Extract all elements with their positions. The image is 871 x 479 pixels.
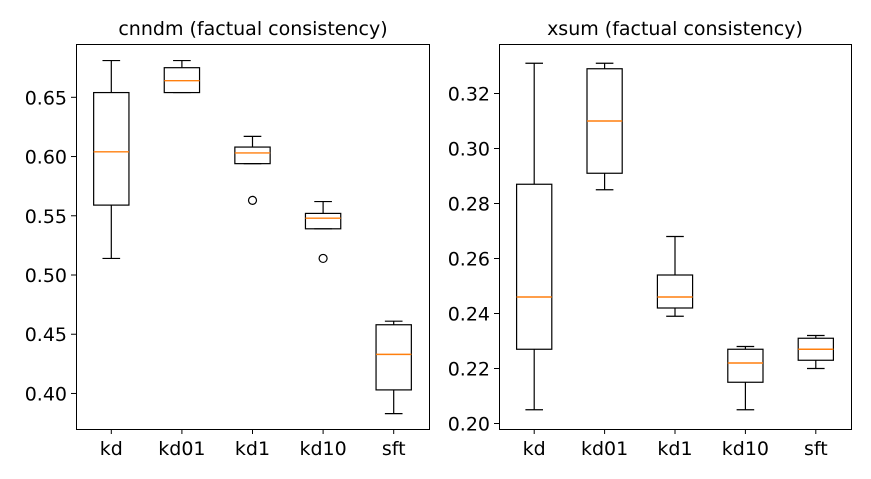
cnndm-ytick-label: 0.40 xyxy=(25,383,67,405)
cnndm-plot-area: 0.40 0.45 0.50 0.55 0.60 0.65 kd kd01 kd1 kd10 sft xyxy=(25,59,412,460)
xsum-xtick-label-kd1: kd1 xyxy=(657,438,692,460)
cnndm-axes-frame xyxy=(76,44,430,430)
outlier-point xyxy=(247,195,258,205)
xsum-box-kd10 xyxy=(727,345,764,411)
cnndm-xtick-label-sft: sft xyxy=(382,438,406,460)
iqr-box xyxy=(515,183,553,350)
xsum-xtick-label-sft: sft xyxy=(804,438,828,460)
xsum-ytick-label: 0.30 xyxy=(448,139,490,161)
iqr-box xyxy=(234,146,271,165)
cnndm-ytick-label: 0.55 xyxy=(25,206,67,228)
xsum-ytick-label: 0.20 xyxy=(448,414,490,436)
cnndm-ytick-label: 0.65 xyxy=(25,87,67,109)
cnndm-ytick-label: 0.50 xyxy=(25,265,67,287)
iqr-box xyxy=(375,324,412,391)
cnndm-box-kd10 xyxy=(304,200,342,264)
xsum-box-sft xyxy=(797,334,835,370)
cnndm-title: cnndm (factual consistency) xyxy=(118,18,387,40)
xsum-ytick-label: 0.22 xyxy=(448,359,490,381)
xsum-box-kd1 xyxy=(656,235,694,317)
cnndm-ytick-label: 0.45 xyxy=(25,324,67,346)
cnndm-box-kd xyxy=(93,59,130,260)
xsum-ytick-label: 0.28 xyxy=(448,194,490,216)
xsum-plot-area: 0.20 0.22 0.24 0.26 0.28 0.30 0.32 kd kd01 kd1 kd1… xyxy=(448,62,835,460)
xsum-xtick-label-kd10: kd10 xyxy=(722,438,769,460)
xsum-ytick-label: 0.24 xyxy=(448,304,490,326)
cnndm-panel: cnndm (factual consistency) 0.40 0.45 0.50… xyxy=(25,18,430,460)
cnndm-box-kd01 xyxy=(163,59,201,94)
iqr-box xyxy=(727,348,764,383)
xsum-box-kd01 xyxy=(586,62,623,191)
xsum-ytick-label: 0.32 xyxy=(448,84,490,106)
xsum-box-kd xyxy=(515,62,553,411)
xsum-xtick-label-kd01: kd01 xyxy=(581,438,628,460)
iqr-box xyxy=(304,212,342,230)
cnndm-xtick-label-kd1: kd1 xyxy=(235,438,270,460)
iqr-box xyxy=(656,274,694,309)
xsum-ytick-label: 0.26 xyxy=(448,249,490,271)
xsum-panel: xsum (factual consistency) 0.200.220.240… xyxy=(448,18,852,460)
xsum-axes-frame xyxy=(499,44,852,430)
cnndm-box-kd1 xyxy=(234,135,271,205)
outlier-point xyxy=(318,253,328,264)
cnndm-box-sft xyxy=(375,320,412,415)
cnndm-xtick-label-kd10: kd10 xyxy=(299,438,346,460)
cnndm-ytick-label: 0.60 xyxy=(25,147,67,169)
xsum-xtick-label-kd: kd xyxy=(523,438,546,460)
cnndm-xtick-label-kd: kd xyxy=(100,438,123,460)
xsum-title: xsum (factual consistency) xyxy=(547,18,803,40)
cnndm-xtick-label-kd01: kd01 xyxy=(158,438,205,460)
iqr-box xyxy=(93,91,130,206)
